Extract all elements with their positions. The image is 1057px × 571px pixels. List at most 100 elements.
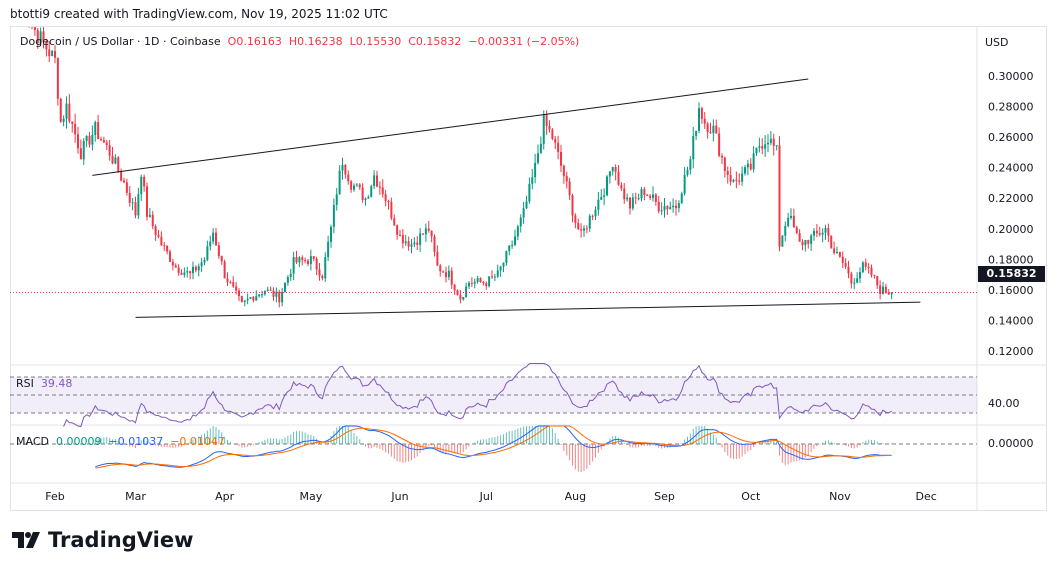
candle-body: [666, 206, 669, 210]
candle-body: [33, 27, 36, 31]
candle-body: [551, 129, 554, 139]
candle-body: [140, 176, 143, 195]
candle-body: [516, 226, 519, 237]
candle-body: [583, 228, 585, 231]
candle-body: [275, 291, 278, 297]
candle-body: [606, 176, 608, 196]
candle-body: [192, 266, 194, 274]
candle-body: [884, 286, 887, 293]
candle-body: [330, 226, 332, 242]
candle-body: [286, 277, 289, 283]
candle-body: [522, 208, 525, 218]
candle-body: [226, 278, 229, 283]
candle-body: [838, 251, 841, 257]
candle-body: [62, 118, 65, 122]
candle-body: [258, 294, 261, 297]
candle-body: [25, 0, 27, 11]
candle-body: [600, 196, 603, 200]
candle-body: [36, 30, 39, 43]
candle-body: [180, 272, 183, 275]
candle-body: [542, 114, 545, 144]
candle-body: [42, 31, 45, 42]
candle-body: [315, 258, 318, 270]
candle-body: [447, 270, 450, 278]
ohlc-high: H0.16238: [288, 35, 343, 48]
candle-body: [496, 270, 499, 277]
candle-body: [853, 282, 856, 284]
candle-body: [519, 217, 522, 227]
candle-body: [160, 236, 163, 246]
symbol-name[interactable]: Dogecoin / US Dollar · 1D · Coinbase: [20, 35, 221, 48]
candle-body: [649, 195, 652, 198]
tradingview-logo-icon: [12, 532, 40, 548]
candle-body: [355, 184, 358, 186]
time-tick-label: Feb: [45, 490, 64, 503]
candle-body: [243, 300, 246, 302]
candle-body: [468, 282, 470, 287]
candle-body: [232, 282, 235, 287]
candle-body: [608, 171, 611, 177]
price-tick-label: 0.18000: [988, 253, 1034, 266]
candle-body: [413, 242, 416, 245]
candle-body: [640, 189, 643, 199]
candle-body: [189, 271, 192, 274]
candle-body: [350, 181, 353, 190]
rsi-line: [63, 363, 892, 428]
currency-button[interactable]: USD: [985, 36, 1009, 49]
macd-label[interactable]: MACD: [16, 435, 49, 448]
candle-body: [358, 184, 361, 188]
candle-body: [261, 294, 263, 296]
candle-body: [528, 183, 531, 202]
candle-body: [836, 251, 838, 253]
candle-body: [56, 57, 59, 99]
candle-body: [588, 215, 591, 229]
candle-body: [269, 289, 272, 291]
rsi-label[interactable]: RSI: [16, 377, 34, 390]
candle-body: [792, 215, 795, 228]
candle-body: [790, 215, 792, 218]
credit-line: btotti9 created with TradingView.com, No…: [10, 7, 388, 21]
candle-body: [48, 49, 51, 57]
price-tick-label: 0.16000: [988, 284, 1034, 297]
rsi-axis-label: 40.00: [988, 397, 1020, 410]
candle-body: [292, 257, 295, 274]
time-tick-label: Sep: [654, 490, 675, 503]
candle-body: [430, 230, 433, 237]
candle-body: [289, 273, 292, 278]
ohlc-low: L0.15530: [349, 35, 402, 48]
candle-body: [206, 246, 209, 261]
candle-body: [764, 144, 767, 149]
candle-body: [387, 200, 390, 203]
candle-body: [675, 205, 677, 209]
candle-body: [723, 157, 726, 171]
candle-body: [364, 198, 367, 200]
candle-body: [284, 282, 286, 292]
candle-body: [508, 245, 511, 252]
candle-body: [585, 228, 588, 230]
candle-body: [683, 174, 686, 194]
ohlc-open: O0.16163: [227, 35, 282, 48]
candle-body: [212, 232, 215, 242]
brand-name: TradingView: [48, 528, 194, 552]
candle-body: [71, 121, 74, 124]
candle-body: [376, 175, 378, 187]
candle-body: [594, 209, 597, 217]
candle-body: [821, 232, 824, 235]
candle-body: [263, 290, 266, 295]
candle-body: [738, 180, 741, 182]
candle-body: [626, 197, 629, 200]
candle-body: [476, 278, 479, 282]
candle-body: [873, 275, 876, 277]
candle-body: [332, 204, 335, 227]
candle-body: [562, 165, 565, 177]
candle-body: [614, 167, 617, 172]
candle-body: [459, 294, 462, 300]
candle-body: [749, 163, 752, 170]
candle-body: [407, 241, 410, 247]
candle-body: [154, 226, 157, 236]
candle-body: [85, 135, 88, 142]
tradingview-logo[interactable]: TradingView: [12, 528, 193, 552]
macd-axis-label: 0.00000: [988, 437, 1034, 450]
